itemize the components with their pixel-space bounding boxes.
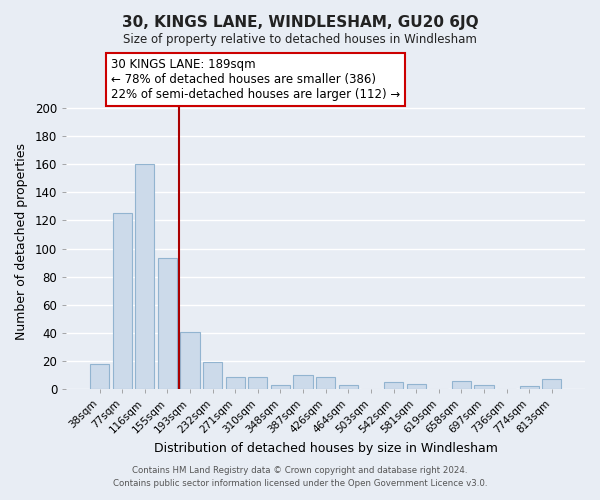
Bar	[293, 375, 313, 389]
Bar	[158, 258, 177, 389]
Bar	[113, 214, 132, 389]
Bar	[226, 376, 245, 389]
Bar	[520, 386, 539, 389]
Bar	[542, 380, 562, 389]
Y-axis label: Number of detached properties: Number of detached properties	[15, 143, 28, 340]
Bar	[181, 332, 200, 389]
Text: 30, KINGS LANE, WINDLESHAM, GU20 6JQ: 30, KINGS LANE, WINDLESHAM, GU20 6JQ	[122, 15, 478, 30]
Bar	[248, 376, 268, 389]
Bar	[316, 376, 335, 389]
Bar	[271, 385, 290, 389]
Bar	[90, 364, 109, 389]
Text: Size of property relative to detached houses in Windlesham: Size of property relative to detached ho…	[123, 32, 477, 46]
Bar	[135, 164, 154, 389]
Text: 30 KINGS LANE: 189sqm
← 78% of detached houses are smaller (386)
22% of semi-det: 30 KINGS LANE: 189sqm ← 78% of detached …	[111, 58, 400, 101]
Bar	[338, 385, 358, 389]
X-axis label: Distribution of detached houses by size in Windlesham: Distribution of detached houses by size …	[154, 442, 497, 455]
Bar	[475, 385, 494, 389]
Bar	[384, 382, 403, 389]
Bar	[203, 362, 222, 389]
Text: Contains HM Land Registry data © Crown copyright and database right 2024.
Contai: Contains HM Land Registry data © Crown c…	[113, 466, 487, 487]
Bar	[407, 384, 426, 389]
Bar	[452, 380, 471, 389]
